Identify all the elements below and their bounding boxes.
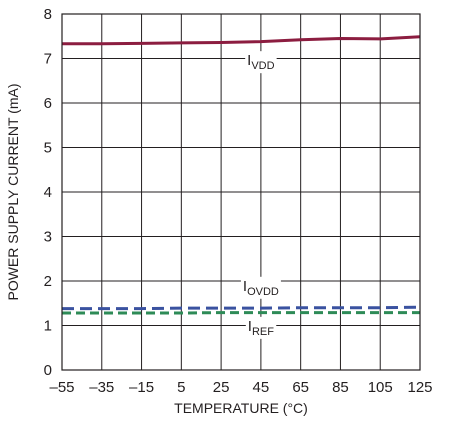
x-tick-label: –35 (89, 379, 114, 396)
y-tick-label: 4 (44, 184, 52, 201)
series-label-text: IVDD (247, 52, 274, 72)
y-tick-label: 2 (44, 273, 52, 290)
label-background (240, 276, 281, 299)
series-layer (62, 35, 421, 315)
x-tick-label: –15 (129, 379, 154, 396)
y-tick-label: 8 (44, 6, 52, 23)
label-background (245, 51, 277, 74)
x-tick-label: 85 (332, 379, 349, 396)
x-tick-label: 25 (213, 379, 230, 396)
y-tick-label: 6 (44, 95, 52, 112)
series-label-main: I (248, 318, 252, 335)
label-background (245, 316, 277, 339)
series-label-text: IREF (248, 318, 274, 338)
series-label-ivdd: IVDD (245, 51, 277, 74)
y-tick-label: 1 (44, 318, 52, 335)
x-tick-label: 65 (292, 379, 309, 396)
y-tick-label: 5 (44, 140, 52, 157)
series-label-sub: VDD (251, 60, 274, 72)
x-tick-label: 105 (368, 379, 393, 396)
series-label-sub: OVDD (247, 286, 279, 298)
plot-frame (61, 13, 421, 371)
y-tick-label: 0 (44, 362, 52, 379)
y-tick-labels: 0 1 2 3 4 5 6 7 8 (44, 6, 52, 379)
x-axis-title: TEMPERATURE (°C) (174, 400, 308, 416)
grid (62, 14, 420, 370)
x-tick-label: –55 (49, 379, 74, 396)
x-tick-labels: –55 –35 –15 5 25 45 65 85 105 125 (49, 379, 432, 396)
series-label-text: IOVDD (243, 278, 279, 298)
x-tick-label: 125 (407, 379, 432, 396)
series-label-iovdd: IOVDD (240, 276, 281, 299)
series-label-main: I (243, 278, 247, 295)
x-tick-label: 45 (253, 379, 270, 396)
series-label-iref: IREF (245, 316, 277, 339)
y-tick-label: 3 (44, 229, 52, 246)
series-line-iovdd (62, 305, 421, 311)
y-tick-label: 7 (44, 51, 52, 68)
x-tick-label: 5 (177, 379, 185, 396)
series-line-ivdd (62, 35, 421, 46)
series-label-main: I (247, 52, 251, 69)
y-axis-title: POWER SUPPLY CURRENT (mA) (5, 83, 21, 300)
series-label-sub: REF (252, 326, 274, 338)
